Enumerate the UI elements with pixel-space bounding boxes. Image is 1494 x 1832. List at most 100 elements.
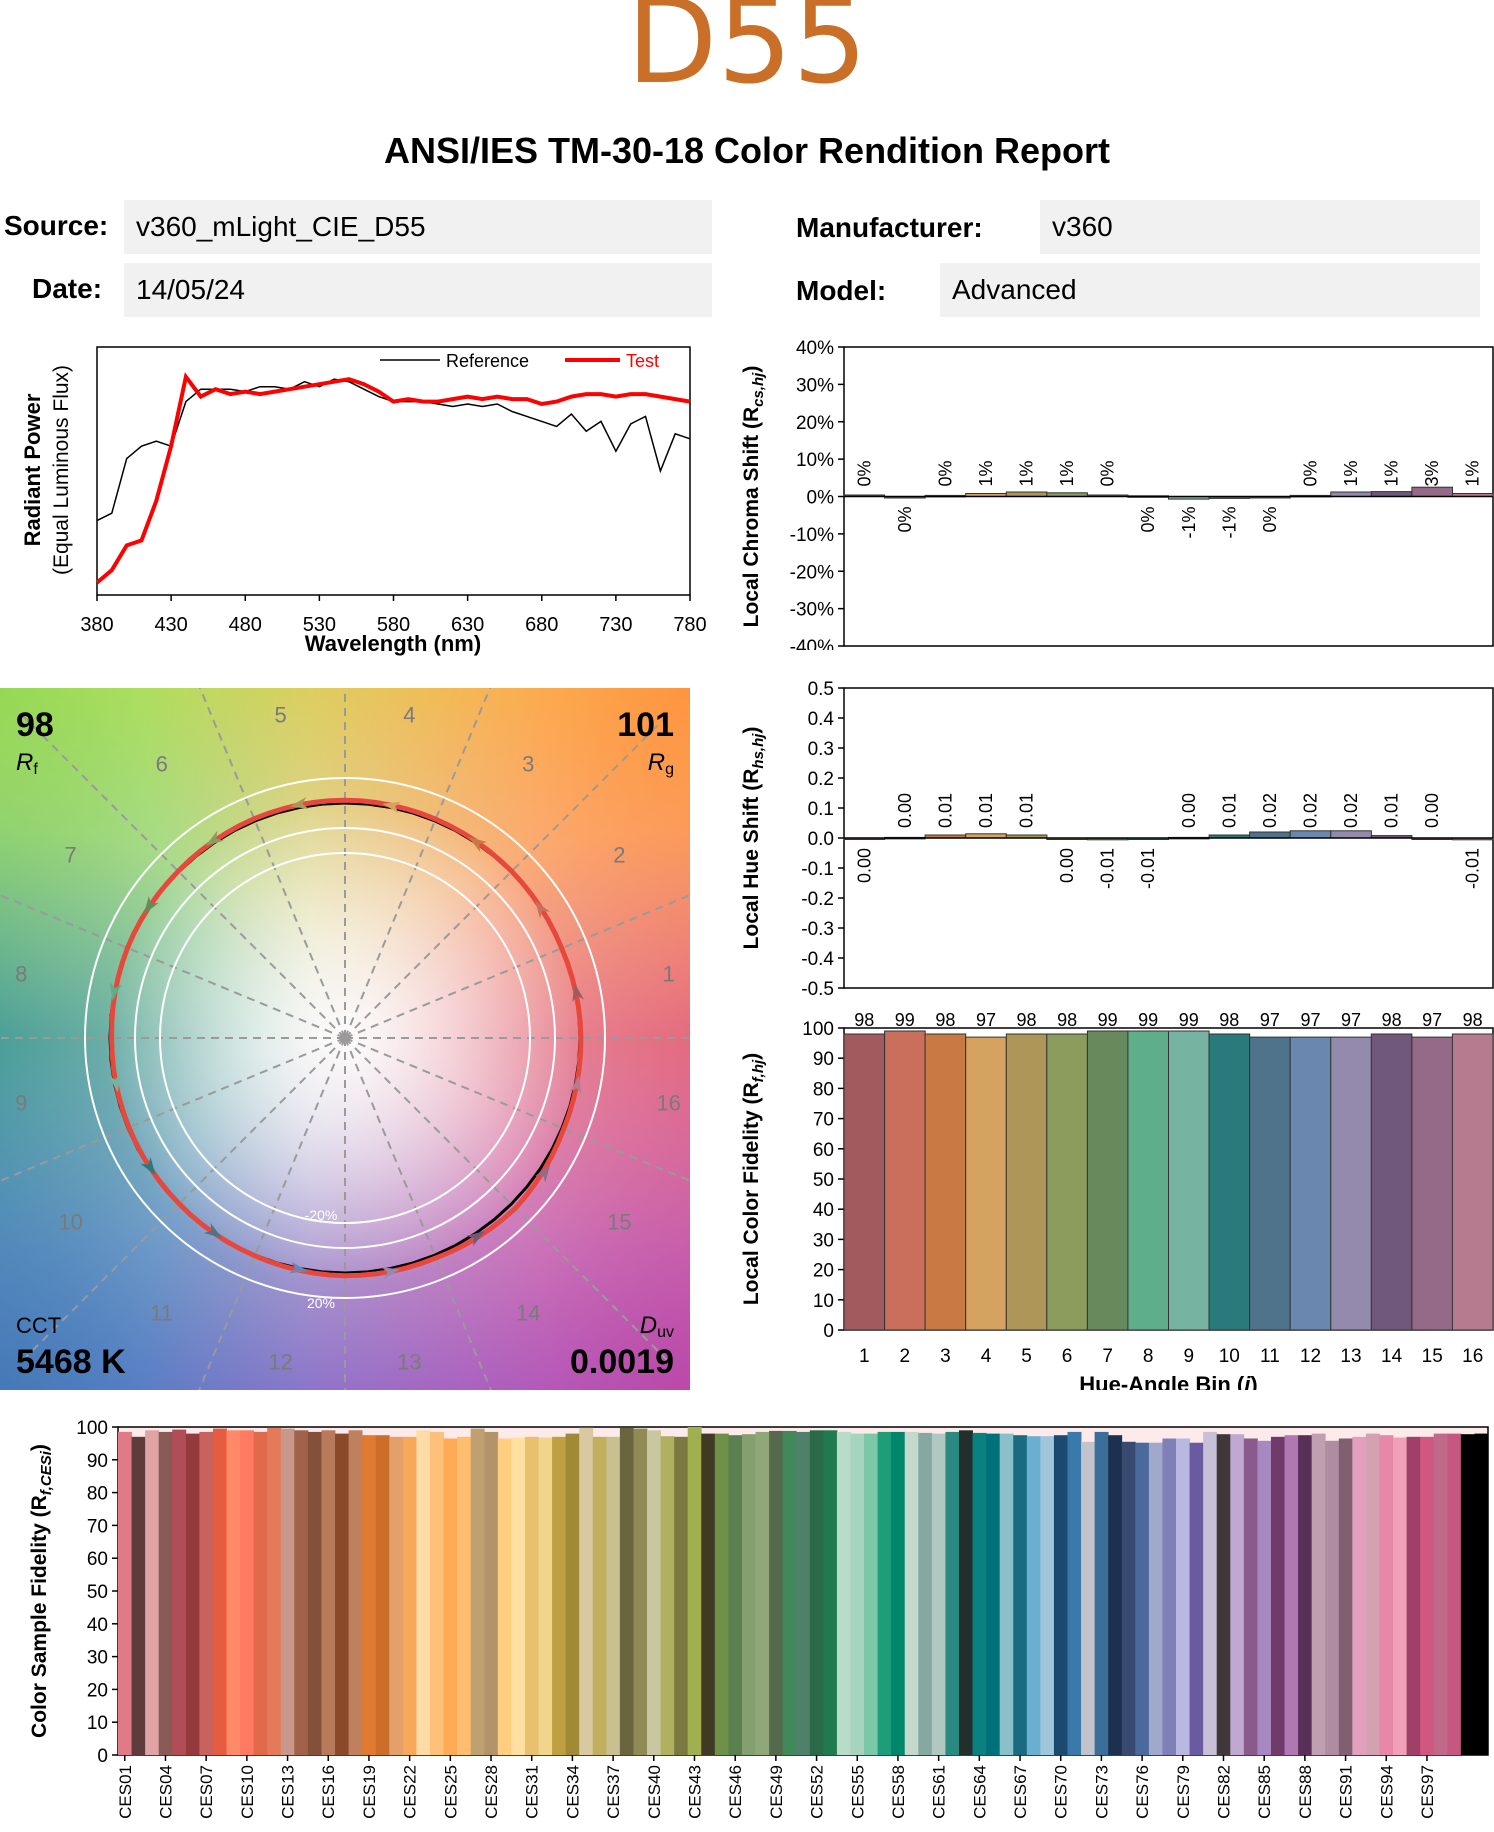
ces-x-tick-label: CES67	[1011, 1765, 1030, 1819]
ces-x-tick-label: CES40	[645, 1765, 664, 1819]
hue-bin-spoke	[0, 894, 346, 1039]
x-tick-label: 8	[1143, 1346, 1154, 1367]
hue-bin-number: 13	[397, 1350, 421, 1375]
ces-bar	[687, 1427, 702, 1755]
ces-bar	[660, 1436, 675, 1755]
ces-bar	[307, 1431, 322, 1755]
ces-x-tick-label: CES22	[401, 1765, 420, 1819]
ces-bar	[1460, 1434, 1475, 1755]
ces-bar	[918, 1432, 933, 1755]
ces-bar	[470, 1428, 485, 1755]
duv-value: 0.0019	[570, 1343, 674, 1381]
y-tick-label: -30%	[790, 600, 834, 621]
report-title: D55	[626, 0, 868, 110]
ces-x-tick-label: CES88	[1296, 1765, 1315, 1819]
chroma-shift-chart: 40% 30% 20% 10% 0% -10% -20% -30% -40% 0% 0% 0% 1% 1%…	[740, 338, 1494, 650]
x-tick-label: 7	[1102, 1346, 1113, 1367]
ces-bar	[1325, 1440, 1340, 1755]
hue-bin-arrow	[535, 1164, 551, 1183]
ces-y-tick-label: 100	[76, 1418, 108, 1439]
hue-bin-spoke	[344, 1037, 690, 1182]
ces-bar	[823, 1430, 838, 1755]
bar	[1289, 830, 1332, 839]
y-tick-label: 30	[813, 1230, 834, 1251]
bar-data-label: 0%	[1260, 507, 1280, 533]
ces-bar	[633, 1428, 648, 1755]
ces-y-tick-label: 60	[87, 1549, 108, 1570]
ces-bar	[1420, 1436, 1435, 1755]
ces-bar	[1053, 1435, 1068, 1755]
ces-bar	[1162, 1438, 1177, 1755]
date-label: Date:	[32, 273, 103, 304]
hue-bin-number: 9	[15, 1090, 27, 1115]
reference-ring	[84, 777, 606, 1299]
legend-test-label: Test	[626, 351, 659, 371]
ces-bar	[864, 1433, 878, 1755]
hue-bin-arrow	[466, 1230, 485, 1246]
bar-data-label: 0.01	[1382, 793, 1402, 828]
hue-bin-spoke	[198, 1037, 346, 1390]
model-value: Advanced	[940, 263, 1480, 317]
x-tick-label: 16	[1462, 1346, 1483, 1367]
bar-data-label: 0.02	[1260, 793, 1280, 828]
ces-bar	[199, 1431, 214, 1755]
ces-bar	[1013, 1435, 1028, 1755]
spd-x-tick-label: 530	[303, 614, 336, 636]
hue-bin-arrow	[382, 801, 402, 814]
hue-bin-number: 14	[516, 1300, 540, 1325]
ces-bar	[972, 1432, 987, 1755]
x-tick-label: 3	[940, 1346, 951, 1367]
rg-label: Rg	[648, 749, 674, 778]
hue-bin-arrow	[569, 1075, 582, 1095]
ces-bar	[1026, 1436, 1041, 1755]
ces-y-tick-label: 90	[87, 1451, 108, 1472]
ces-bar	[958, 1430, 973, 1755]
y-tick-label: 0.4	[808, 709, 835, 730]
x-tick-label: 2	[900, 1346, 911, 1367]
hue-bin-number: 16	[656, 1090, 680, 1115]
ces-bar	[267, 1427, 282, 1755]
ces-bar	[348, 1430, 363, 1755]
bar-value-label: 97	[1422, 1010, 1442, 1030]
ces-bar	[945, 1431, 960, 1755]
ces-bar	[741, 1434, 756, 1755]
bar	[1086, 1030, 1129, 1331]
ces-bar	[497, 1438, 512, 1755]
bar	[1127, 1030, 1169, 1331]
y-tick-label: 0.3	[808, 739, 834, 760]
ces-x-tick-label: CES07	[197, 1765, 216, 1819]
y-tick-label: 0.0	[808, 829, 834, 850]
ces-x-tick-label: CES91	[1337, 1765, 1356, 1819]
bar-data-label: 0%	[1098, 460, 1118, 486]
ces-x-tick-label: CES94	[1377, 1765, 1396, 1819]
y-axis-label: Local Chroma Shift (Rcs,hj)	[740, 366, 767, 628]
x-tick-label: 11	[1260, 1346, 1280, 1367]
y-tick-label: 0.5	[808, 679, 834, 700]
ces-bar	[782, 1430, 797, 1755]
bar-data-label: 0.00	[895, 793, 915, 828]
bar-data-label: 0.01	[1219, 793, 1239, 828]
y-tick-label: -0.3	[801, 919, 834, 940]
ces-bar	[538, 1437, 553, 1755]
ces-x-tick-label: CES97	[1418, 1765, 1437, 1819]
x-tick-label: 10	[1219, 1346, 1240, 1367]
bar-data-label: 1%	[1382, 460, 1402, 486]
bar-value-label: 98	[1057, 1010, 1077, 1030]
y-tick-label: 0%	[807, 488, 835, 509]
date-value: 14/05/24	[124, 263, 712, 317]
bar	[1289, 1036, 1332, 1331]
ces-x-tick-label: CES01	[116, 1765, 135, 1819]
hue-bin-arrow	[535, 900, 550, 919]
bar-value-label: 99	[895, 1010, 915, 1030]
ces-x-tick-label: CES16	[319, 1765, 338, 1819]
spd-x-tick-label: 680	[525, 614, 558, 636]
ces-x-tick-label: CES82	[1215, 1765, 1234, 1819]
ces-x-tick-label: CES79	[1174, 1765, 1193, 1819]
rg-value: 101	[617, 706, 674, 744]
hue-bin-arrow	[289, 1261, 308, 1274]
spd-x-axis-label: Wavelength (nm)	[305, 631, 481, 656]
bar-data-label: 0.01	[976, 793, 996, 828]
ces-bar	[1365, 1433, 1380, 1755]
bar-data-label: 0.02	[1301, 793, 1321, 828]
hue-bin-arrow	[289, 797, 309, 809]
